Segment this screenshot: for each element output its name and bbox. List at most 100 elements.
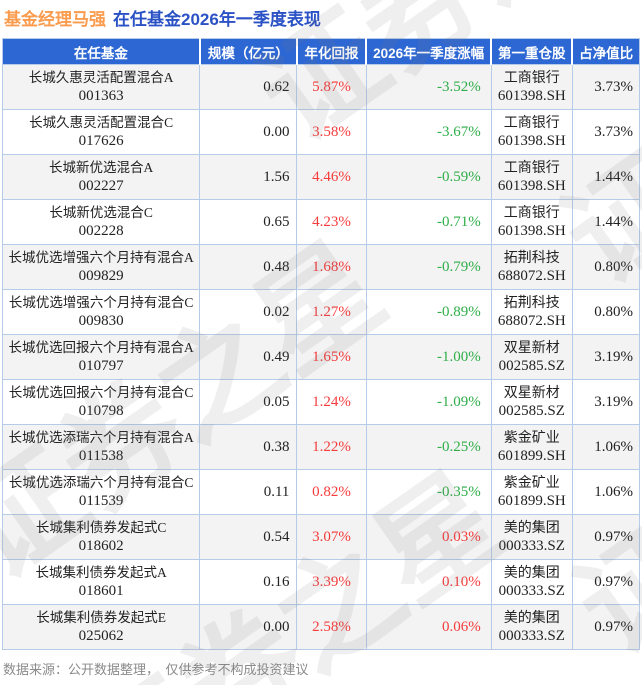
q1-change-cell: 0.03% — [365, 514, 492, 560]
fund-table: 在任基金 规模（亿元） 年化回报 2026年一季度涨幅 第一重仓股 占净值比 长城久惠灵活… — [1, 38, 641, 650]
net-value-pct-cell: 3.73% — [571, 109, 641, 155]
fund-name-cell: 长城优选添瑞六个月持有混合C 011539 — [1, 469, 201, 515]
annual-return-cell: 4.46% — [296, 154, 367, 200]
q1-change-cell: 0.06% — [365, 604, 492, 650]
table-row: 长城优选回报六个月持有混合A 010797 0.49 1.65% -1.00% 双星新材 0… — [1, 334, 641, 380]
fund-name-cell: 长城新优选混合A 002227 — [1, 154, 201, 200]
net-value-pct-cell: 0.97% — [571, 559, 641, 605]
fund-name-cell: 长城优选添瑞六个月持有混合A 011538 — [1, 424, 201, 470]
table-row: 长城集利债券发起式C 018602 0.54 3.07% 0.03% 美的集团 000333… — [1, 514, 641, 560]
net-value-pct-cell: 3.19% — [571, 379, 641, 425]
top-holding-cell: 工商银行 601398.SH — [490, 199, 573, 245]
net-value-pct-cell: 0.80% — [571, 289, 641, 335]
table-row: 长城优选增强六个月持有混合A 009829 0.48 1.68% -0.79% 拓荆科技 6… — [1, 244, 641, 290]
net-value-pct-cell: 3.73% — [571, 64, 641, 110]
column-header: 规模（亿元） — [199, 38, 298, 65]
q1-change-cell: -0.25% — [365, 424, 492, 470]
page-title: 基金经理马强 在任基金2026年一季度表现 — [0, 0, 642, 31]
annual-return-cell: 3.39% — [296, 559, 367, 605]
net-value-pct-cell: 3.19% — [571, 334, 641, 380]
fund-name-cell: 长城优选回报六个月持有混合C 010798 — [1, 379, 201, 425]
top-holding-cell: 美的集团 000333.SZ — [490, 559, 573, 605]
scale-cell: 0.00 — [199, 109, 298, 155]
fund-name-cell: 长城集利债券发起式C 018602 — [1, 514, 201, 560]
fund-name-cell: 长城新优选混合C 002228 — [1, 199, 201, 245]
top-holding-cell: 美的集团 000333.SZ — [490, 604, 573, 650]
top-holding-cell: 双星新材 002585.SZ — [490, 334, 573, 380]
table-row: 长城优选添瑞六个月持有混合C 011539 0.11 0.82% -0.35% 紫金矿业 6… — [1, 469, 641, 515]
q1-change-cell: -0.35% — [365, 469, 492, 515]
fund-name-cell: 长城优选增强六个月持有混合C 009830 — [1, 289, 201, 335]
fund-name-cell: 长城优选增强六个月持有混合A 009829 — [1, 244, 201, 290]
top-holding-cell: 工商银行 601398.SH — [490, 109, 573, 155]
top-holding-cell: 美的集团 000333.SZ — [490, 514, 573, 560]
annual-return-cell: 0.82% — [296, 469, 367, 515]
net-value-pct-cell: 1.44% — [571, 154, 641, 200]
fund-name-cell: 长城久惠灵活配置混合A 001363 — [1, 64, 201, 110]
scale-cell: 0.11 — [199, 469, 298, 515]
annual-return-cell: 4.23% — [296, 199, 367, 245]
column-header: 占净值比 — [572, 38, 640, 65]
annual-return-cell: 1.22% — [296, 424, 367, 470]
q1-change-cell: -0.79% — [365, 244, 492, 290]
table-row: 长城优选增强六个月持有混合C 009830 0.02 1.27% -0.89% 拓荆科技 6… — [1, 289, 641, 335]
q1-change-cell: -1.09% — [365, 379, 492, 425]
table-row: 长城久惠灵活配置混合C 017626 0.00 3.58% -3.67% 工商银行 6013… — [1, 109, 641, 155]
q1-change-cell: -0.89% — [365, 289, 492, 335]
table-row: 长城集利债券发起式E 025062 0.00 2.58% 0.06% 美的集团 000333… — [1, 604, 641, 650]
column-header: 年化回报 — [296, 38, 368, 65]
data-source-note: 数据来源：公开数据整理， 仅供参考不构成投资建议 — [3, 662, 309, 677]
table-row: 长城新优选混合A 002227 1.56 4.46% -0.59% 工商银行 601398.… — [1, 154, 641, 200]
annual-return-cell: 3.58% — [296, 109, 367, 155]
net-value-pct-cell: 1.06% — [571, 469, 641, 515]
top-holding-cell: 紫金矿业 601899.SH — [490, 469, 573, 515]
q1-change-cell: -0.59% — [365, 154, 492, 200]
annual-return-cell: 2.58% — [296, 604, 367, 650]
fund-name-cell: 长城集利债券发起式E 025062 — [1, 604, 201, 650]
annual-return-cell: 3.07% — [296, 514, 367, 560]
scale-cell: 0.38 — [199, 424, 298, 470]
fund-name-cell: 长城集利债券发起式A 018601 — [1, 559, 201, 605]
annual-return-cell: 1.68% — [296, 244, 367, 290]
q1-change-cell: -0.71% — [365, 199, 492, 245]
scale-cell: 1.56 — [199, 154, 298, 200]
table-row: 长城新优选混合C 002228 0.65 4.23% -0.71% 工商银行 601398.… — [1, 199, 641, 245]
table-row: 长城久惠灵活配置混合A 001363 0.62 5.87% -3.52% 工商银行 6013… — [1, 64, 641, 110]
q1-change-cell: -3.52% — [365, 64, 492, 110]
table-row: 长城优选回报六个月持有混合C 010798 0.05 1.24% -1.09% 双星新材 0… — [1, 379, 641, 425]
scale-cell: 0.00 — [199, 604, 298, 650]
header-row: 在任基金 规模（亿元） 年化回报 2026年一季度涨幅 第一重仓股 占净值比 — [2, 38, 640, 65]
top-holding-cell: 双星新材 002585.SZ — [490, 379, 573, 425]
top-holding-cell: 工商银行 601398.SH — [490, 154, 573, 200]
column-header: 第一重仓股 — [491, 38, 574, 65]
top-holding-cell: 工商银行 601398.SH — [490, 64, 573, 110]
column-header: 2026年一季度涨幅 — [366, 38, 493, 65]
net-value-pct-cell: 0.80% — [571, 244, 641, 290]
top-holding-cell: 拓荆科技 688072.SH — [490, 244, 573, 290]
scale-cell: 0.48 — [199, 244, 298, 290]
q1-change-cell: -3.67% — [365, 109, 492, 155]
net-value-pct-cell: 0.97% — [571, 514, 641, 560]
net-value-pct-cell: 0.97% — [571, 604, 641, 650]
title-text: 在任基金2026年一季度表现 — [113, 10, 321, 29]
scale-cell: 0.02 — [199, 289, 298, 335]
fund-name-cell: 长城优选回报六个月持有混合A 010797 — [1, 334, 201, 380]
scale-cell: 0.65 — [199, 199, 298, 245]
annual-return-cell: 1.65% — [296, 334, 367, 380]
table-row: 长城集利债券发起式A 018601 0.16 3.39% 0.10% 美的集团 000333… — [1, 559, 641, 605]
annual-return-cell: 5.87% — [296, 64, 367, 110]
column-header: 在任基金 — [2, 38, 201, 65]
q1-change-cell: -1.00% — [365, 334, 492, 380]
scale-cell: 0.54 — [199, 514, 298, 560]
table-body: 长城久惠灵活配置混合A 001363 0.62 5.87% -3.52% 工商银行 6013… — [1, 64, 641, 650]
top-holding-cell: 紫金矿业 601899.SH — [490, 424, 573, 470]
net-value-pct-cell: 1.44% — [571, 199, 641, 245]
annual-return-cell: 1.27% — [296, 289, 367, 335]
net-value-pct-cell: 1.06% — [571, 424, 641, 470]
table-row: 长城优选添瑞六个月持有混合A 011538 0.38 1.22% -0.25% 紫金矿业 6… — [1, 424, 641, 470]
top-holding-cell: 拓荆科技 688072.SH — [490, 289, 573, 335]
manager-name: 基金经理马强 — [4, 10, 106, 29]
scale-cell: 0.49 — [199, 334, 298, 380]
q1-change-cell: 0.10% — [365, 559, 492, 605]
